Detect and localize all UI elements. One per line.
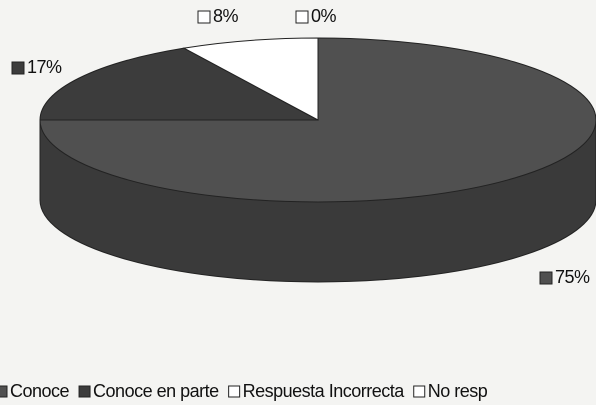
label-swatch: [539, 271, 553, 285]
legend-swatch: [78, 385, 91, 398]
label-swatch: [11, 61, 25, 75]
legend-swatch: [413, 385, 426, 398]
legend-swatch: [228, 385, 241, 398]
pie-slice: [39, 47, 319, 121]
legend-label: Conoce en parte: [93, 381, 219, 401]
data-label: 0%: [311, 6, 337, 26]
legend-label: No resp: [428, 381, 488, 401]
pie-slice: [39, 37, 596, 203]
legend-swatch: [0, 385, 8, 398]
pie-slice: [182, 37, 319, 121]
legend-label: Respuesta Incorrecta: [243, 381, 406, 401]
data-label: 17%: [27, 57, 62, 77]
data-label: 8%: [213, 6, 239, 26]
label-swatch: [295, 10, 309, 24]
legend-label: Conoce: [10, 381, 70, 401]
label-swatch: [197, 10, 211, 24]
data-label: 75%: [555, 267, 590, 287]
